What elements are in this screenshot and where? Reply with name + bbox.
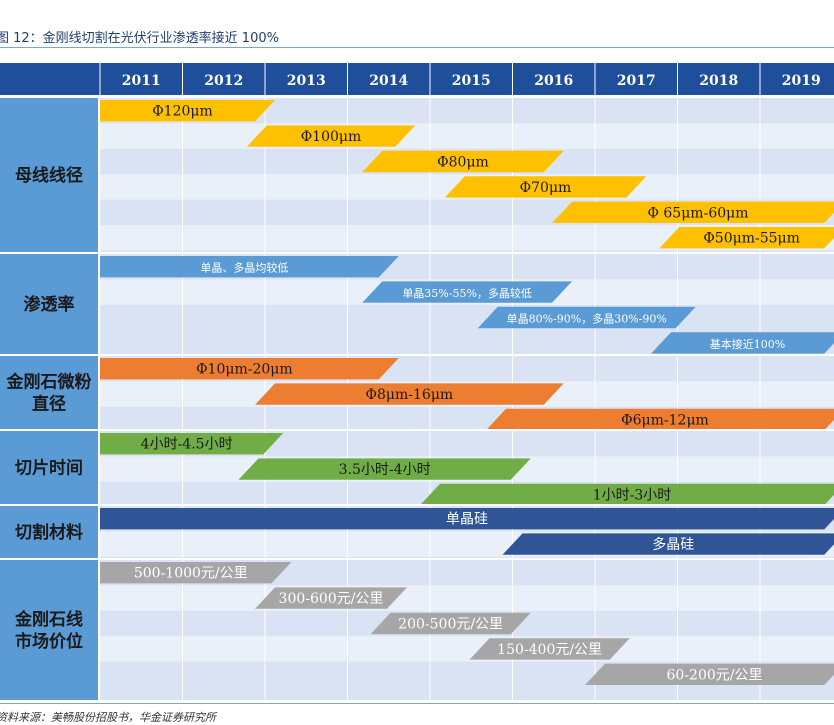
- title-divider: [0, 47, 834, 48]
- bar-label: 200-500元/公里: [398, 617, 503, 633]
- bar-label: Φ6μm-12μm: [621, 413, 709, 429]
- year-label: 2015: [452, 73, 491, 89]
- lane-stripe: [100, 585, 834, 610]
- bar-label: 150-400元/公里: [497, 642, 602, 658]
- year-label: 2013: [287, 73, 326, 89]
- bar-label: 单晶、多晶均较低: [200, 261, 288, 275]
- bar-label: Φ120μm: [152, 104, 213, 120]
- year-label: 2011: [122, 73, 161, 89]
- bar-label: 1小时-3小时: [593, 488, 672, 504]
- bar-label: 500-1000元/公里: [134, 566, 248, 582]
- bar-label: 单晶35%-55%，多晶较低: [402, 286, 532, 300]
- bar-label: 3.5小时-4小时: [339, 462, 431, 478]
- lane-stripe: [100, 636, 834, 661]
- category-label: 市场价位: [15, 631, 83, 652]
- year-label: 2016: [534, 73, 573, 89]
- bar-label: 300-600元/公里: [279, 591, 384, 607]
- figure-title: 图 12：金刚线切割在光伏行业渗透率接近 100%: [0, 27, 279, 46]
- bar-label: Φ100μm: [301, 129, 362, 145]
- category-label: 渗透率: [24, 294, 75, 315]
- year-label: 2019: [782, 73, 821, 89]
- bar-label: 多晶硅: [652, 536, 694, 553]
- year-label: 2012: [204, 73, 243, 89]
- category-label: 切片时间: [15, 458, 83, 479]
- category-label: 母线线径: [15, 165, 83, 186]
- category-cell: [0, 560, 98, 700]
- bar-label: 60-200元/公里: [667, 667, 763, 683]
- category-label: 切割材料: [15, 522, 83, 543]
- year-label: 2017: [617, 73, 656, 89]
- category-label: 直径: [32, 394, 66, 415]
- bar-label: 基本接近100%: [710, 337, 785, 351]
- lane-stripe: [100, 123, 834, 148]
- category-label: 金刚石微粉: [6, 372, 92, 393]
- bar-label: Φ 65μm-60μm: [647, 205, 748, 221]
- bar-label: 单晶硅: [446, 512, 488, 528]
- bar-label: 4小时-4.5小时: [141, 437, 233, 453]
- year-label: 2018: [699, 73, 738, 89]
- bottom-divider: [0, 703, 834, 704]
- category-cell: [0, 356, 98, 429]
- year-label: 2014: [369, 73, 408, 89]
- bar-label: Φ50μm-55μm: [703, 231, 800, 247]
- category-label: 金刚石线: [14, 609, 83, 630]
- roadmap-chart: 2011 2012 2013 2014 2015 2016 2017 2018 2019 母线线径…: [0, 55, 834, 700]
- bar-label: Φ80μm: [437, 155, 489, 171]
- bar-label: Φ70μm: [520, 180, 572, 196]
- bar-label: 单晶80%-90%，多晶30%-90%: [507, 312, 667, 326]
- bar-label: Φ10μm-20μm: [196, 362, 293, 378]
- bar-label: Φ8μm-16μm: [366, 387, 454, 403]
